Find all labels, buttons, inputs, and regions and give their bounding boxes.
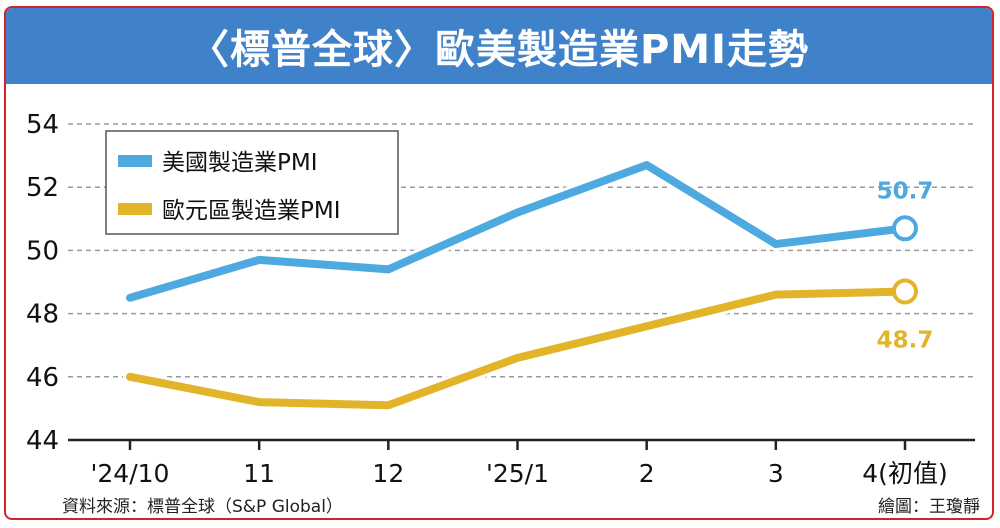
x-tick-label: '25/1 [486,459,549,488]
chart-frame: 〈標普全球〉歐美製造業PMI走勢 [4,6,994,520]
series-line [126,161,909,302]
legend-swatch [118,155,152,167]
title-bar: 〈標普全球〉歐美製造業PMI走勢 [6,8,992,84]
legend-swatch [118,203,152,215]
end-point-label: 48.7 [877,327,934,353]
x-tick-label: '24/10 [91,459,170,488]
x-tick-label: 12 [372,459,404,488]
y-tick-label: 48 [26,300,59,330]
x-tick-label: 2 [639,459,655,488]
end-point-marker [892,278,918,305]
legend-label: 歐元區製造業PMI [162,198,341,224]
y-tick-label: 50 [26,236,59,266]
source-note: 資料來源：標普全球（S&P Global） [62,497,343,517]
end-point-marker [892,215,918,242]
y-tick-label: 46 [26,363,59,393]
y-tick-label: 52 [26,173,59,203]
graphic-credit: 繪圖：王瓊靜 [878,497,980,517]
series-line-halo [123,284,912,413]
chart-title: 〈標普全球〉歐美製造業PMI走勢 [188,27,809,73]
end-point-label: 50.7 [877,178,934,204]
legend-label: 美國製造業PMI [162,150,318,176]
x-tick-label: 11 [243,459,275,488]
y-tick-label: 54 [26,110,59,140]
legend-box [105,130,399,235]
y-tick-label: 44 [26,426,59,456]
x-tick-label: 3 [768,459,784,488]
series-line [126,287,909,410]
x-tick-label: 4(初值) [862,459,947,488]
